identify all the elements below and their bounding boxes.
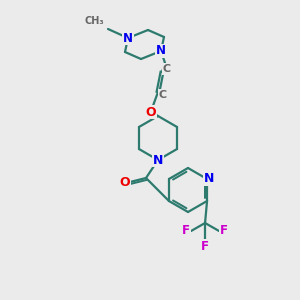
Text: N: N	[123, 32, 133, 44]
Text: CH₃: CH₃	[84, 16, 104, 26]
Text: C: C	[163, 64, 171, 74]
Text: O: O	[120, 176, 130, 188]
Text: F: F	[220, 224, 228, 238]
Text: F: F	[201, 239, 209, 253]
Text: N: N	[156, 44, 166, 58]
Text: O: O	[146, 106, 156, 118]
Text: N: N	[204, 172, 214, 185]
Text: C: C	[159, 90, 167, 100]
Text: F: F	[182, 224, 190, 238]
Text: N: N	[153, 154, 163, 166]
